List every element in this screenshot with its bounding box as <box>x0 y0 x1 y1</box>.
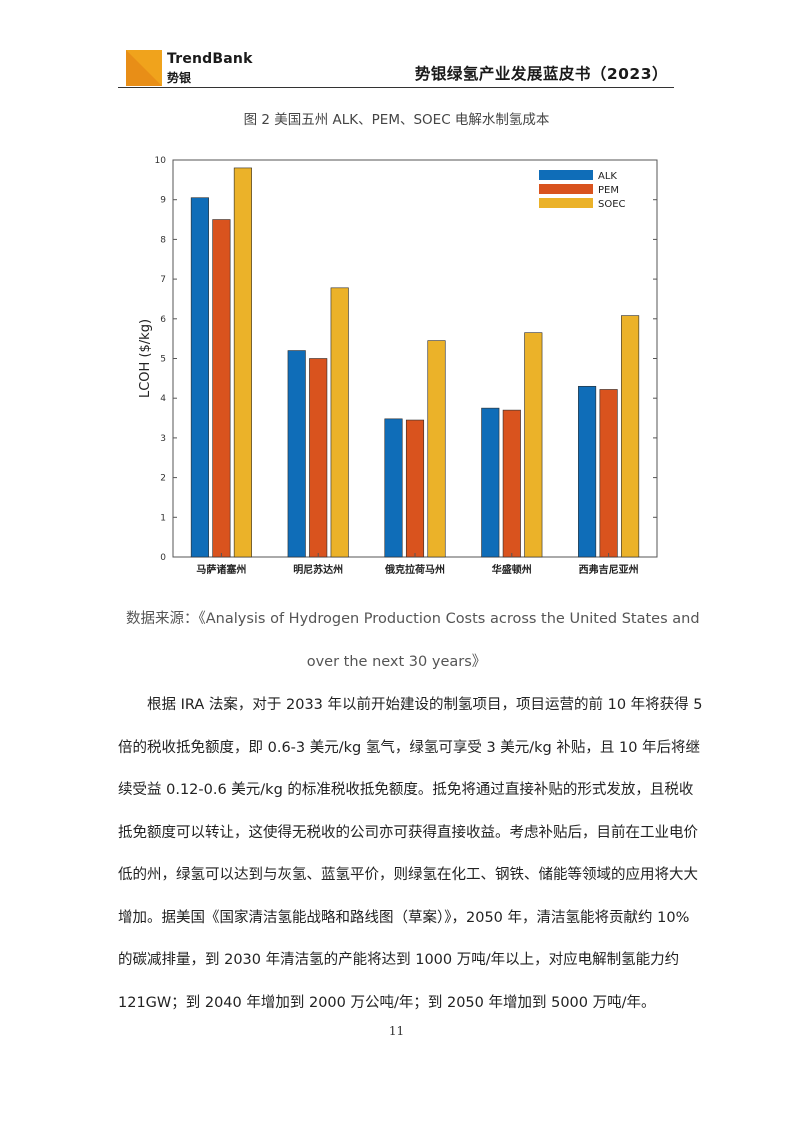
legend-label-soec: SOEC <box>598 199 626 210</box>
y-tick-label: 6 <box>160 315 166 325</box>
paragraph-line: 续受益 0.12-0.6 美元/kg 的标准税收抵免额度。抵免将通过直接补贴的形… <box>118 782 694 798</box>
bar-pem <box>599 389 618 558</box>
x-tick-label: 明尼苏达州 <box>293 563 343 576</box>
source-line-2: over the next 30 years》 <box>306 654 487 670</box>
y-tick-label: 3 <box>160 434 166 444</box>
bars <box>190 167 640 558</box>
bar-pem <box>212 219 231 558</box>
y-tick-label: 10 <box>155 156 167 166</box>
source-line-1: 数据来源：《Analysis of Hydrogen Production Co… <box>126 611 700 627</box>
bar-soec <box>621 315 640 558</box>
paragraph-line: 根据 IRA 法案，对于 2033 年以前开始建设的制氢项目，项目运营的前 10… <box>147 697 703 713</box>
bar-pem <box>309 358 328 558</box>
trendbank-logo-icon <box>126 50 162 86</box>
bar-alk <box>578 385 597 558</box>
y-axis: 0 1 2 3 4 5 6 7 8 9 10 <box>155 156 657 563</box>
paragraph-line: 抵免额度可以转让，这使得无税收的公司亦可获得直接收益。考虑补贴后，目前在工业电价 <box>118 824 698 841</box>
y-tick-label: 5 <box>160 355 166 365</box>
legend-label-pem: PEM <box>598 185 619 196</box>
bar-soec <box>330 287 349 558</box>
x-tick-label: 西弗吉尼亚州 <box>579 563 639 576</box>
figure-caption: 图 2 美国五州 ALK、PEM、SOEC 电解水制氢成本 <box>243 112 550 128</box>
bar-pem <box>405 419 425 558</box>
bar-soec <box>427 340 446 558</box>
paragraph-line: 的碳减排量，到 2030 年清洁氢的产能将达到 1000 万吨/年以上，对应电解… <box>118 952 680 968</box>
x-tick-label: 华盛顿州 <box>492 563 532 576</box>
y-axis-label: LCOH ($/kg) <box>138 319 153 398</box>
bar-soec <box>524 332 543 558</box>
bar-pem <box>502 409 521 558</box>
document-title: 势银绿氢产业发展蓝皮书（2023） <box>414 65 668 83</box>
y-tick-label: 4 <box>160 394 166 404</box>
legend-label-alk: ALK <box>598 171 617 182</box>
brand-name-en: TrendBank <box>167 51 253 67</box>
bar-alk <box>190 197 209 558</box>
paragraph-line: 低的州，绿氢可以达到与灰氢、蓝氢平价，则绿氢在化工、钢铁、储能等领域的应用将大大 <box>118 867 698 883</box>
paragraph-line: 增加。据美国《国家清洁氢能战略和路线图（草案）》，2050 年，清洁氢能将贡献约… <box>118 909 690 926</box>
y-tick-label: 2 <box>160 474 166 484</box>
brand-name-cn: 势银 <box>167 71 192 85</box>
header-divider <box>118 87 674 88</box>
legend-swatch-soec <box>539 198 593 208</box>
legend: ALK PEM SOEC <box>539 170 626 210</box>
legend-swatch-pem <box>539 184 593 194</box>
y-tick-label: 9 <box>160 196 166 206</box>
legend-swatch-alk <box>539 170 593 180</box>
x-tick-label: 俄克拉荷马州 <box>384 563 445 576</box>
bar-alk <box>481 407 500 558</box>
y-tick-label: 1 <box>160 513 166 523</box>
bar-alk <box>287 350 306 558</box>
bar-soec <box>233 167 252 558</box>
x-axis: 马萨诸塞州 明尼苏达州 俄克拉荷马州 华盛顿州 西弗吉尼亚州 <box>196 553 639 576</box>
body-paragraph: 根据 IRA 法案，对于 2033 年以前开始建设的制氢项目，项目运营的前 10… <box>118 684 703 1024</box>
y-tick-label: 7 <box>160 275 166 285</box>
paragraph-line: 121GW；到 2040 年增加到 2000 万公吨/年；到 2050 年增加到… <box>118 994 656 1011</box>
bar-alk <box>384 418 403 558</box>
x-tick-label: 马萨诸塞州 <box>196 563 246 576</box>
y-tick-label: 0 <box>160 553 166 563</box>
page-number: 11 <box>388 1024 405 1038</box>
y-tick-label: 8 <box>160 235 166 245</box>
paragraph-line: 倍的税收抵免额度，即 0.6-3 美元/kg 氢气，绿氢可享受 3 美元/kg … <box>118 739 701 756</box>
